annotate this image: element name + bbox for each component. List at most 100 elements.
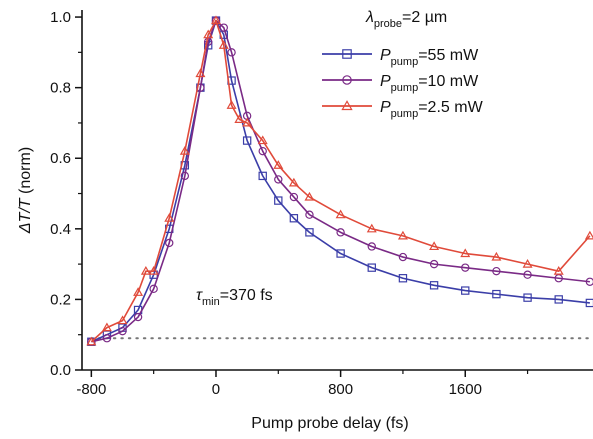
data-point	[461, 286, 470, 295]
data-point	[117, 315, 128, 325]
legend-marker	[341, 100, 353, 111]
legend-subscript: pump	[391, 108, 419, 120]
data-point	[523, 293, 532, 302]
legend-label: Ppump=2.5 mW	[380, 99, 484, 120]
data-point	[492, 289, 501, 299]
y-tick-label: 0.8	[50, 80, 71, 97]
tau-subscript: min	[202, 296, 220, 308]
data-point	[429, 259, 439, 269]
x-axis-title: Pump probe delay (fs)	[251, 415, 408, 432]
legend-value: =55 mW	[418, 47, 479, 64]
data-point	[398, 274, 408, 283]
data-point	[133, 287, 144, 296]
data-point	[289, 192, 299, 202]
data-point	[257, 135, 268, 145]
data-point	[336, 249, 345, 258]
data-point	[554, 295, 563, 304]
data-point	[149, 284, 158, 294]
y-tick-label: 1.0	[50, 9, 71, 26]
y-axis-title: ΔT/T (norm)	[17, 147, 34, 234]
data-point	[585, 277, 593, 286]
data-point	[289, 214, 299, 223]
data-point	[242, 136, 252, 145]
data-point	[335, 209, 346, 219]
data-point	[234, 114, 245, 123]
data-point	[398, 252, 408, 262]
data-point	[274, 175, 283, 184]
legend-value: =2.5 mW	[418, 99, 483, 116]
tau-value: =370 fs	[220, 287, 273, 304]
data-point	[164, 213, 175, 222]
tau-annotation: τmin=370 fs	[196, 287, 273, 308]
data-point	[101, 322, 112, 332]
data-point	[203, 29, 214, 39]
data-point	[397, 230, 408, 240]
legend-header: λprobe=2 µm	[365, 9, 447, 30]
y-tick-label: 0.6	[50, 150, 71, 167]
legend-header-value: =2 µm	[402, 9, 447, 26]
data-point	[336, 228, 345, 237]
x-tick-label: -800	[76, 381, 106, 398]
data-point	[242, 117, 253, 127]
data-point	[218, 40, 229, 49]
data-point	[226, 100, 237, 109]
data-point	[523, 270, 532, 279]
data-point	[366, 223, 377, 233]
legend-item: Ppump=10 mW	[322, 73, 479, 94]
legend-item: Ppump=2.5 mW	[322, 99, 484, 120]
plot-area	[82, 10, 593, 370]
data-point	[585, 298, 593, 308]
series-layer	[86, 15, 593, 346]
y-tick-label: 0.2	[50, 291, 71, 308]
data-point	[492, 266, 501, 276]
data-point	[461, 263, 470, 272]
series-line	[91, 19, 590, 343]
data-point	[367, 263, 376, 272]
data-point	[460, 248, 471, 258]
data-point	[258, 146, 267, 156]
data-point	[274, 196, 283, 205]
y-axis-title-suffix: (norm)	[17, 147, 34, 199]
y-tick-label: 0.4	[50, 221, 71, 238]
x-tick-label: 800	[328, 381, 353, 398]
legend-header-symbol: λ	[365, 9, 374, 26]
legend-subscript: pump	[391, 56, 419, 68]
data-point	[133, 312, 143, 322]
data-point	[429, 281, 439, 290]
legend-marker	[342, 75, 352, 85]
data-point	[165, 238, 174, 248]
data-point	[258, 171, 267, 181]
legend-header-subscript: probe	[374, 18, 402, 30]
data-point	[118, 326, 127, 336]
legend-label: Ppump=10 mW	[380, 73, 479, 94]
legend-subscript: pump	[391, 82, 419, 94]
data-point	[195, 68, 206, 78]
data-point	[273, 160, 284, 169]
data-point	[219, 23, 228, 32]
x-tick-label: 0	[212, 381, 220, 398]
data-point	[305, 210, 314, 219]
legend-symbol: P	[380, 47, 391, 64]
data-point	[491, 251, 502, 261]
legend-value: =10 mW	[418, 73, 479, 90]
legend-item: Ppump=55 mW	[322, 47, 479, 68]
legend-symbol: P	[380, 73, 391, 90]
data-point	[584, 230, 593, 240]
data-point	[288, 177, 299, 187]
legend-symbol: P	[380, 99, 391, 116]
tau-symbol: τ	[196, 287, 203, 304]
data-point	[429, 241, 440, 251]
series-line	[91, 19, 590, 343]
data-point	[553, 266, 564, 275]
data-point	[102, 334, 112, 343]
legend-label: Ppump=55 mW	[380, 47, 479, 68]
data-point	[179, 146, 190, 155]
data-point	[148, 266, 159, 275]
x-tick-label: 1600	[449, 381, 482, 398]
data-point	[140, 266, 151, 275]
data-point	[210, 15, 221, 25]
y-axis-title-main: ΔT/T	[17, 197, 34, 234]
